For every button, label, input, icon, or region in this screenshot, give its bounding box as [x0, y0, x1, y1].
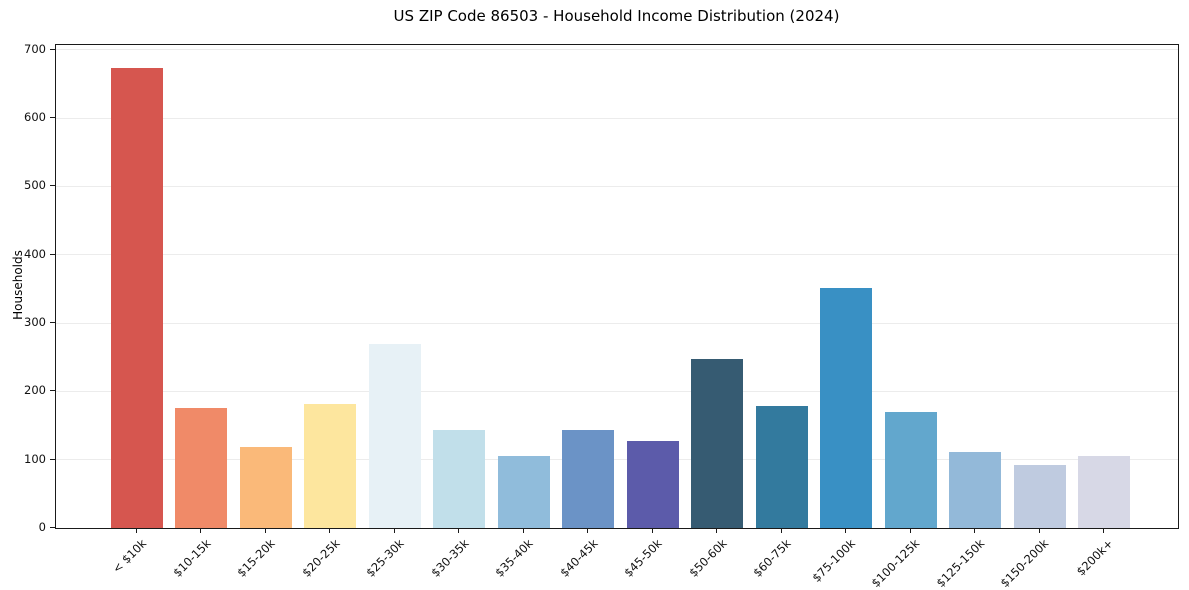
x-tick-mark: [587, 528, 588, 533]
gridline-y-700: [56, 49, 1178, 51]
y-tick-label-300: 300: [24, 315, 46, 330]
bar-12: [884, 411, 937, 528]
bar-0: [110, 68, 163, 528]
gridline-y-300: [56, 322, 1178, 324]
y-tick-label-100: 100: [24, 451, 46, 466]
x-tick-label-9: $50-60k: [685, 536, 730, 580]
x-tick-mark: [393, 528, 395, 533]
gridline-y-400: [56, 254, 1178, 256]
y-tick-mark: [50, 527, 55, 528]
x-tick-mark: [135, 528, 137, 533]
x-tick-label-2: $15-20k: [234, 536, 278, 580]
y-tick-label-600: 600: [24, 110, 46, 125]
bar-15: [1078, 456, 1130, 528]
gridline-y-100: [56, 459, 1178, 461]
x-tick-mark: [909, 528, 911, 533]
x-tick-mark: [780, 528, 782, 533]
x-tick-label-11: $75-100k: [809, 536, 859, 585]
x-tick-mark: [1038, 528, 1040, 533]
x-tick-label-15: $200k+: [1074, 536, 1117, 579]
y-tick-label-700: 700: [24, 41, 46, 56]
x-tick-mark: [974, 528, 975, 533]
x-tick-label-14: $150-200k: [997, 536, 1052, 590]
y-tick-label-200: 200: [24, 383, 46, 398]
x-tick-mark: [458, 528, 459, 533]
y-tick-label-0: 0: [38, 520, 46, 534]
x-tick-label-7: $40-45k: [556, 536, 601, 580]
gridline-y-600: [56, 117, 1178, 119]
bar-8: [626, 441, 679, 528]
gridline-y-200: [56, 390, 1178, 392]
bar-11: [820, 288, 872, 528]
x-tick-label-6: $35-40k: [492, 536, 536, 580]
bar-2: [239, 446, 292, 528]
x-tick-mark: [716, 528, 717, 533]
x-tick-label-5: $30-35k: [427, 536, 472, 580]
y-tick-mark: [50, 322, 55, 324]
x-tick-mark: [1103, 528, 1104, 533]
y-tick-mark: [50, 253, 55, 255]
x-tick-label-3: $20-25k: [298, 536, 343, 580]
x-tick-mark: [845, 528, 846, 533]
bar-5: [433, 430, 485, 528]
y-tick-label-500: 500: [24, 178, 46, 193]
bar-14: [1013, 465, 1066, 528]
x-tick-mark: [200, 528, 201, 533]
x-tick-label-12: $100-125k: [868, 536, 923, 590]
bar-3: [304, 404, 356, 528]
gridline-y-500: [56, 185, 1178, 187]
y-tick-label-400: 400: [24, 246, 46, 261]
bar-13: [949, 452, 1001, 528]
y-axis-label: Households: [11, 250, 25, 320]
x-tick-label-0: < $10k: [109, 536, 149, 576]
chart-title: US ZIP Code 86503 - Household Income Dis…: [393, 7, 840, 25]
x-tick-label-10: $60-75k: [750, 536, 794, 580]
x-tick-mark: [651, 528, 653, 533]
x-tick-label-13: $125-150k: [933, 536, 988, 590]
x-tick-label-1: $10-15k: [169, 536, 214, 580]
x-tick-label-4: $25-30k: [363, 536, 407, 580]
bar-9: [691, 359, 743, 528]
x-tick-mark: [264, 528, 266, 533]
bar-1: [175, 408, 227, 528]
bar-4: [368, 344, 421, 528]
y-tick-mark: [50, 458, 55, 460]
bar-7: [562, 430, 614, 528]
x-tick-mark: [329, 528, 330, 533]
y-tick-mark: [50, 117, 55, 119]
x-tick-mark: [522, 528, 524, 533]
plot-area: [55, 44, 1179, 529]
bar-10: [755, 406, 808, 528]
y-tick-mark: [50, 390, 55, 392]
bar-6: [497, 455, 550, 528]
x-tick-label-8: $45-50k: [621, 536, 665, 580]
y-tick-mark: [50, 48, 55, 50]
y-tick-mark: [50, 185, 55, 187]
